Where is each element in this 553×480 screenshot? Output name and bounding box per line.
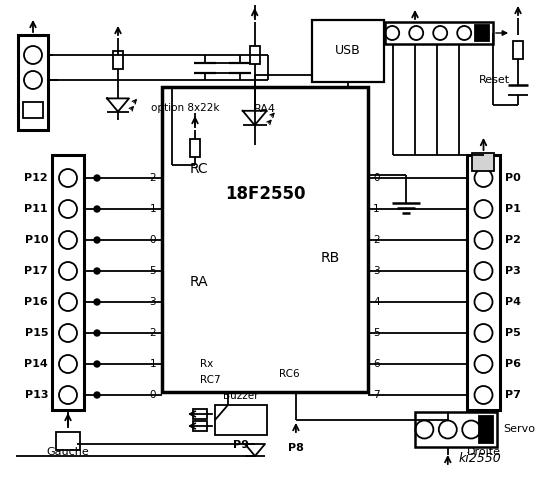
Text: P14: P14 bbox=[24, 359, 48, 369]
Text: 3: 3 bbox=[149, 297, 156, 307]
Bar bbox=[415, 412, 497, 447]
Bar bbox=[193, 409, 207, 419]
Text: P5: P5 bbox=[505, 328, 521, 338]
Text: P6: P6 bbox=[505, 359, 521, 369]
Text: 2: 2 bbox=[149, 173, 156, 183]
Bar bbox=[162, 87, 368, 392]
Text: 6: 6 bbox=[373, 359, 379, 369]
Text: P3: P3 bbox=[505, 266, 521, 276]
Text: P12: P12 bbox=[24, 173, 48, 183]
Text: 2: 2 bbox=[373, 235, 379, 245]
Bar bbox=[56, 432, 80, 450]
Text: RC7: RC7 bbox=[200, 375, 221, 385]
Bar bbox=[193, 421, 207, 431]
Text: 1: 1 bbox=[373, 204, 379, 214]
Bar bbox=[113, 51, 123, 69]
Bar bbox=[467, 155, 500, 410]
Text: P16: P16 bbox=[24, 297, 48, 307]
Bar bbox=[472, 153, 494, 171]
Text: Gauche: Gauche bbox=[46, 447, 90, 457]
Bar bbox=[479, 416, 493, 443]
Circle shape bbox=[94, 268, 100, 274]
Text: 0: 0 bbox=[149, 390, 156, 400]
Text: 1: 1 bbox=[149, 359, 156, 369]
Circle shape bbox=[94, 206, 100, 212]
Text: P7: P7 bbox=[505, 390, 521, 400]
Text: P8: P8 bbox=[288, 443, 304, 453]
Text: 3: 3 bbox=[373, 266, 379, 276]
Circle shape bbox=[94, 392, 100, 398]
Circle shape bbox=[94, 237, 100, 243]
Bar bbox=[23, 102, 43, 118]
Bar bbox=[18, 35, 48, 130]
Text: option 8x22k: option 8x22k bbox=[151, 103, 219, 113]
Circle shape bbox=[94, 175, 100, 181]
Circle shape bbox=[94, 330, 100, 336]
Text: P10: P10 bbox=[24, 235, 48, 245]
Text: Reset: Reset bbox=[479, 75, 510, 85]
Text: RB: RB bbox=[321, 251, 340, 265]
Bar bbox=[312, 20, 384, 82]
Text: RA: RA bbox=[190, 275, 208, 289]
Text: P4: P4 bbox=[505, 297, 521, 307]
Text: P17: P17 bbox=[24, 266, 48, 276]
Bar bbox=[52, 155, 84, 410]
Text: Servo: Servo bbox=[503, 424, 535, 434]
Text: P13: P13 bbox=[24, 390, 48, 400]
Text: P2: P2 bbox=[505, 235, 521, 245]
Text: Rx: Rx bbox=[200, 359, 213, 369]
Text: P0: P0 bbox=[505, 173, 521, 183]
Text: 5: 5 bbox=[373, 328, 379, 338]
Circle shape bbox=[94, 299, 100, 305]
Text: 0: 0 bbox=[373, 173, 379, 183]
Text: P1: P1 bbox=[505, 204, 521, 214]
Text: 0: 0 bbox=[149, 235, 156, 245]
Text: 1: 1 bbox=[149, 204, 156, 214]
Bar bbox=[250, 46, 260, 64]
Text: Droite: Droite bbox=[467, 447, 500, 457]
Text: RC6: RC6 bbox=[279, 369, 300, 379]
Bar bbox=[190, 139, 200, 157]
Text: 18F2550: 18F2550 bbox=[225, 185, 305, 203]
Bar bbox=[475, 25, 489, 41]
Bar bbox=[215, 405, 267, 435]
Bar bbox=[513, 41, 523, 59]
Text: ki2550: ki2550 bbox=[458, 452, 502, 465]
Bar bbox=[385, 22, 493, 44]
Text: RA4: RA4 bbox=[254, 104, 276, 114]
Text: USB: USB bbox=[335, 45, 361, 58]
Text: RC: RC bbox=[190, 162, 208, 176]
Text: Buzzer: Buzzer bbox=[223, 391, 259, 401]
Text: P15: P15 bbox=[24, 328, 48, 338]
Text: P11: P11 bbox=[24, 204, 48, 214]
Text: 5: 5 bbox=[149, 266, 156, 276]
Text: 4: 4 bbox=[373, 297, 379, 307]
Text: P9: P9 bbox=[233, 440, 249, 450]
Circle shape bbox=[94, 361, 100, 367]
Text: 2: 2 bbox=[149, 328, 156, 338]
Text: 7: 7 bbox=[373, 390, 379, 400]
